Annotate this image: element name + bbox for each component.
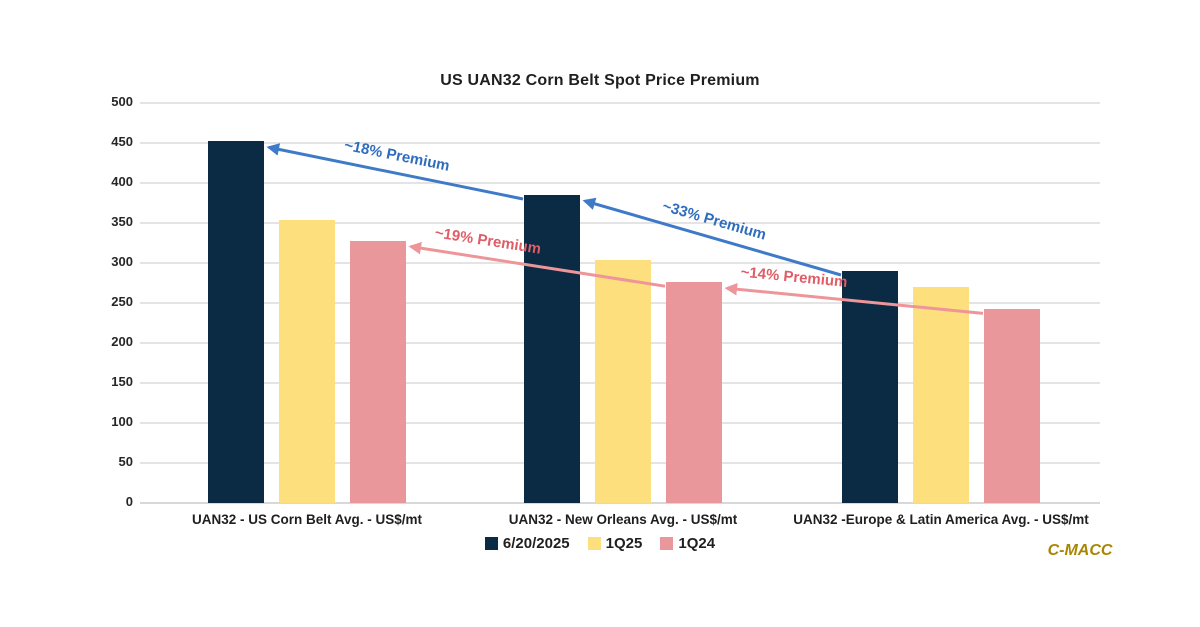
legend-label: 6/20/2025	[502, 535, 570, 552]
bar-1Q24-group3	[984, 309, 1040, 503]
legend-swatch-icon	[484, 537, 498, 550]
brand-watermark: C-MACC	[1047, 542, 1113, 559]
bar-1Q25-group2	[595, 259, 651, 503]
x-axis-category-2: UAN32 - New Orleans Avg. - US$/mt	[508, 512, 738, 527]
premium-annotation-label-4: ~14% Premium	[740, 264, 848, 291]
premium-annotation-label-2: ~33% Premium	[660, 198, 768, 244]
bar-6202025-group3	[842, 271, 898, 503]
legend-item-1: 6/20/2025	[484, 535, 570, 552]
x-axis-category-1: UAN32 - US Corn Belt Avg. - US$/mt	[191, 512, 423, 527]
chart-title: US UAN32 Corn Belt Spot Price Premium	[440, 72, 760, 89]
bar-6202025-group2	[524, 195, 580, 503]
y-axis-tick-500: 500	[111, 94, 133, 109]
x-axis-category-3: UAN32 -Europe & Latin America Avg. - US$…	[793, 512, 1089, 527]
gridline-400	[140, 182, 1100, 184]
y-axis-tick-450: 450	[111, 134, 133, 149]
y-axis-tick-200: 200	[111, 334, 133, 349]
legend-item-2: 1Q25	[587, 535, 643, 552]
legend-item-3: 1Q24	[660, 535, 715, 552]
legend-label: 1Q25	[605, 535, 643, 552]
bar-6202025-group1	[208, 141, 264, 503]
gridline-0	[140, 502, 1100, 504]
bar-1Q24-group1	[350, 240, 406, 503]
y-axis-tick-400: 400	[111, 174, 133, 189]
y-axis-tick-250: 250	[111, 294, 133, 309]
bar-1Q24-group2	[666, 282, 722, 503]
y-axis-tick-50: 50	[118, 454, 133, 469]
gridline-450	[140, 142, 1100, 144]
premium-arrow-1	[266, 143, 524, 201]
y-axis-tick-300: 300	[111, 254, 133, 269]
y-axis-tick-100: 100	[111, 414, 133, 429]
y-axis-tick-350: 350	[111, 214, 133, 229]
y-axis-tick-150: 150	[111, 374, 133, 389]
bar-1Q25-group3	[913, 287, 969, 503]
gridline-500	[140, 102, 1100, 104]
chart-legend: 6/20/2025 1Q25 1Q24	[0, 535, 1200, 552]
y-axis-tick-0: 0	[125, 494, 133, 509]
legend-swatch-icon	[587, 537, 601, 550]
legend-label: 1Q24	[678, 535, 716, 552]
bar-1Q25-group1	[279, 219, 335, 503]
legend-swatch-icon	[660, 537, 674, 550]
